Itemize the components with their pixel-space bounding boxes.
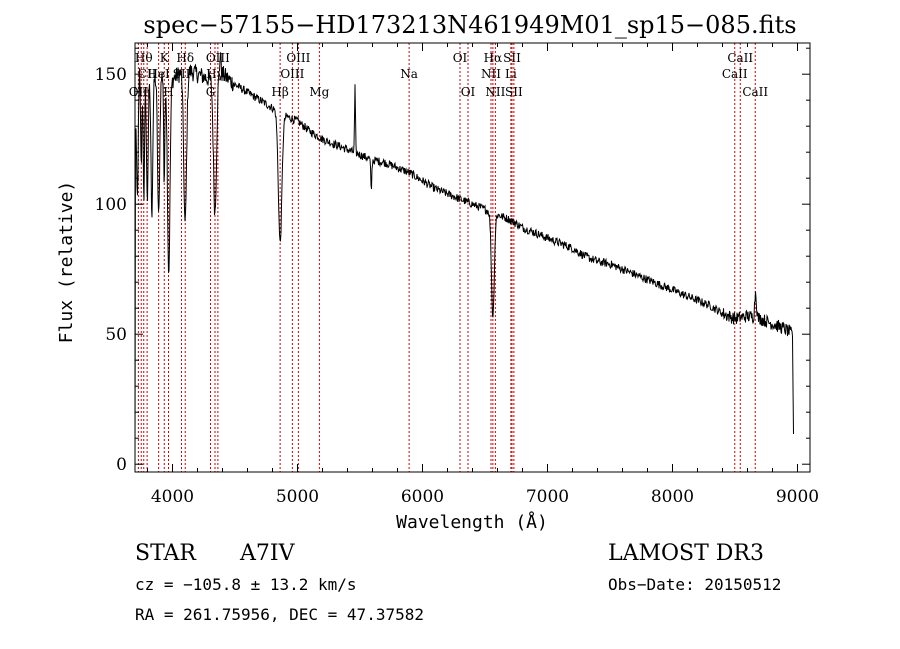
- line-marker-label: G: [206, 85, 216, 99]
- line-marker-label: NII: [485, 85, 505, 99]
- x-tick-label: 9000: [776, 487, 819, 507]
- x-tick-label: 5000: [276, 487, 319, 507]
- line-marker-label: SII: [503, 51, 521, 65]
- x-axis-label: Wavelength (Å): [396, 511, 548, 533]
- line-marker-label: Hβ: [271, 85, 288, 99]
- x-axis-ticks: 4000 5000 6000 7000 8000 9000: [147, 43, 819, 507]
- line-markers: [137, 43, 756, 472]
- line-marker-label: OI: [461, 85, 476, 99]
- redshift-cz: cz = −105.8 ± 13.2 km/s: [135, 575, 357, 594]
- observation-date: Obs−Date: 20150512: [608, 575, 781, 594]
- x-tick-label: 8000: [651, 487, 694, 507]
- y-tick-label: 0: [116, 455, 127, 475]
- line-marker-label: CaII: [722, 67, 748, 81]
- line-marker-label: HeI: [147, 67, 170, 81]
- line-marker-label: OIII: [206, 51, 230, 65]
- y-tick-label: 100: [95, 195, 127, 215]
- line-marker-label: NII: [481, 67, 501, 81]
- x-tick-label: 4000: [151, 487, 194, 507]
- line-marker-label: Hθ: [135, 51, 153, 65]
- line-marker-label: Hα: [484, 51, 503, 65]
- x-tick-label: 7000: [526, 487, 569, 507]
- line-marker-label: Na: [400, 67, 418, 81]
- line-marker-label: OI: [453, 51, 468, 65]
- x-tick-label: 6000: [401, 487, 444, 507]
- object-class: STAR: [135, 541, 197, 566]
- line-marker-label: SII: [505, 85, 523, 99]
- y-tick-label: 50: [105, 325, 127, 345]
- spectrum-line: [134, 52, 794, 465]
- y-tick-label: 150: [95, 65, 127, 85]
- y-axis-ticks: 0 50 100 150: [95, 47, 810, 475]
- plot-frame: [134, 42, 811, 473]
- line-marker-label: Li: [505, 67, 517, 81]
- line-marker-label: CaII: [727, 51, 753, 65]
- line-marker-label: Mg: [309, 85, 329, 99]
- chart-title: spec−57155−HD173213N461949M01_sp15−085.f…: [143, 11, 796, 39]
- line-marker-label: OIII: [286, 51, 310, 65]
- y-axis-label: Flux (relative): [56, 181, 77, 344]
- line-marker-label: Hδ: [176, 51, 194, 65]
- line-marker-label: CII: [138, 67, 157, 81]
- line-marker-label: H: [163, 85, 173, 99]
- spectral-subclass: A7IV: [239, 541, 296, 566]
- line-marker-label: OIII: [280, 67, 304, 81]
- line-marker-label: CaII: [742, 85, 768, 99]
- coordinates: RA = 261.75956, DEC = 47.37582: [135, 605, 424, 624]
- survey-name: LAMOST DR3: [608, 541, 764, 566]
- line-marker-label: K: [160, 51, 170, 65]
